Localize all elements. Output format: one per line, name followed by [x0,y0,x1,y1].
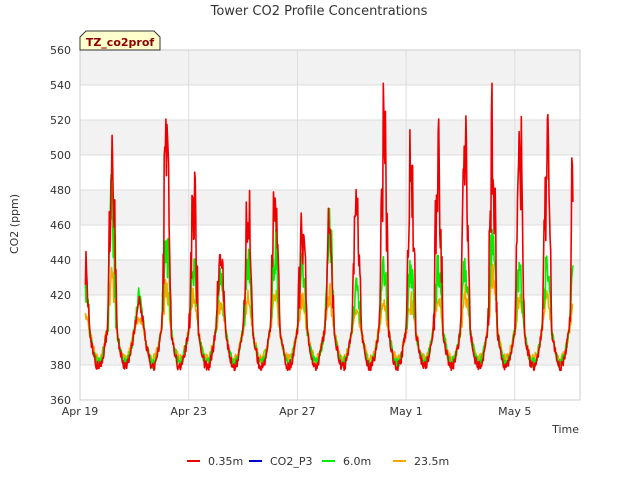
y-tick-label: 480 [50,184,71,197]
plot-band [80,365,580,400]
y-tick-label: 460 [50,219,71,232]
legend-label: 23.5m [414,455,449,468]
series-line-0-35m [84,82,574,372]
y-tick-label: 500 [50,149,71,162]
plot-band [80,120,580,155]
y-axis-ticks: 360 380 400 420 440 460 480 500 520 540 560 [50,44,71,407]
legend: 0.35m CO2_P3 6.0m 23.5m [187,455,449,468]
x-tick-label: Apr 23 [170,405,207,418]
series-layer [84,82,574,372]
legend-label: 6.0m [343,455,371,468]
y-tick-label: 360 [50,394,71,407]
legend-label: 0.35m [208,455,243,468]
x-axis-label: Time [551,423,579,436]
y-tick-label: 380 [50,359,71,372]
y-tick-label: 560 [50,44,71,57]
chart-title: Tower CO2 Profile Concentrations [210,4,428,19]
legend-item: CO2_P3 [249,455,312,468]
plot-frame [79,49,581,401]
dataset-badge: TZ_co2prof [79,30,161,51]
plot-band [80,155,580,190]
legend-label: CO2_P3 [270,455,312,468]
x-axis-ticks: Apr 19 Apr 23 Apr 27 May 1 May 5 [62,405,532,418]
y-tick-label: 420 [50,289,71,302]
y-tick-label: 540 [50,79,71,92]
y-tick-label: 440 [50,254,71,267]
x-tick-label: May 5 [498,405,531,418]
badge-text: TZ_co2prof [86,36,155,49]
plot-band [80,85,580,120]
x-tick-label: Apr 19 [62,405,99,418]
legend-item: 23.5m [393,455,449,468]
y-axis-label: CO2 (ppm) [8,194,21,254]
y-tick-label: 520 [50,114,71,127]
plot-band [80,50,580,85]
badge-shape [79,30,161,51]
legend-item: 6.0m [322,455,371,468]
y-tick-label: 400 [50,324,71,337]
legend-item: 0.35m [187,455,243,468]
x-tick-label: May 1 [389,405,422,418]
x-tick-label: Apr 27 [279,405,316,418]
